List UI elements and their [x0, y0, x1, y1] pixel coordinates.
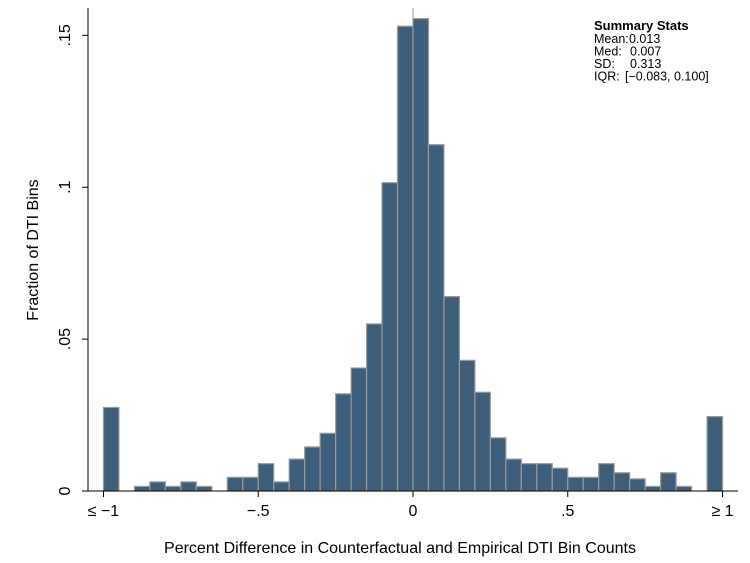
summary-stat-value: [−0.083, 0.100]	[625, 70, 709, 84]
histogram-bar	[381, 182, 399, 492]
histogram-bar	[582, 476, 600, 492]
histogram-bars	[102, 18, 724, 492]
summary-stat-value: 0.313	[630, 57, 661, 71]
histogram-bar	[180, 481, 197, 492]
histogram-bar	[443, 295, 461, 492]
histogram-bar	[489, 437, 507, 492]
histogram-bar	[226, 476, 244, 492]
histogram-bar	[149, 481, 166, 492]
summary-stats-lines: Mean: 0.013 Med: 0.007 SD: 0.313 IQR: [−0.083, …	[594, 32, 709, 84]
histogram-bar	[706, 415, 724, 492]
y-tick-label: .05	[57, 328, 74, 350]
histogram-bar	[304, 446, 321, 492]
histogram-bar	[536, 463, 553, 492]
y-tick-label: .1	[57, 180, 74, 193]
axes: 0 .05 .1 .15 ≤ −1 −.5 0 .5 ≥ 1	[57, 8, 738, 520]
histogram-bar	[273, 481, 290, 492]
histogram-bar	[242, 476, 259, 492]
histogram-bar	[319, 432, 337, 492]
histogram-bar	[288, 458, 306, 492]
histogram-bar	[195, 485, 213, 492]
summary-stat-label: Mean:	[594, 32, 629, 46]
summary-stat-label: SD:	[594, 57, 615, 71]
histogram-bar	[365, 323, 383, 492]
histogram-bar	[412, 18, 430, 492]
histogram-bar	[644, 485, 662, 492]
summary-stat-value: 0.013	[629, 32, 660, 46]
x-tick-label: 0	[409, 503, 418, 520]
histogram-bar	[551, 467, 569, 492]
x-axis-title: Percent Difference in Counterfactual and…	[164, 540, 636, 557]
histogram-bar	[396, 25, 414, 492]
x-tick-label: .5	[561, 503, 574, 520]
histogram-bar	[164, 485, 182, 492]
histogram-bar	[520, 463, 538, 492]
summary-stat-label: Med:	[594, 45, 622, 59]
histogram-bar	[675, 485, 693, 492]
histogram-bar	[427, 144, 445, 492]
histogram-bar	[335, 393, 352, 492]
x-tick-label: −.5	[247, 503, 270, 520]
x-tick-label: ≥ 1	[711, 503, 733, 520]
histogram-bar	[474, 391, 491, 492]
summary-stats-title: Summary Stats	[594, 18, 689, 33]
histogram-bar	[257, 463, 275, 492]
histogram-bar	[102, 406, 120, 492]
histogram-bar	[613, 472, 631, 492]
summary-stats-box: Summary Stats Mean: 0.013 Med: 0.007 SD: 0.31…	[594, 18, 709, 84]
histogram-bar	[629, 478, 646, 492]
histogram-bar	[133, 485, 151, 492]
histogram-bar	[598, 463, 615, 492]
histogram-bar	[458, 359, 476, 492]
histogram-bar	[567, 476, 584, 492]
y-tick-label: 0	[57, 486, 74, 495]
y-tick-label: .15	[57, 24, 74, 46]
histogram-bar	[660, 472, 677, 492]
histogram-bar	[350, 367, 368, 492]
summary-stat-value: 0.007	[630, 45, 661, 59]
y-axis-title: Fraction of DTI Bins	[25, 179, 42, 320]
histogram-bar	[505, 458, 522, 492]
x-tick-label: ≤ −1	[88, 503, 120, 520]
summary-stat-label: IQR:	[594, 70, 620, 84]
